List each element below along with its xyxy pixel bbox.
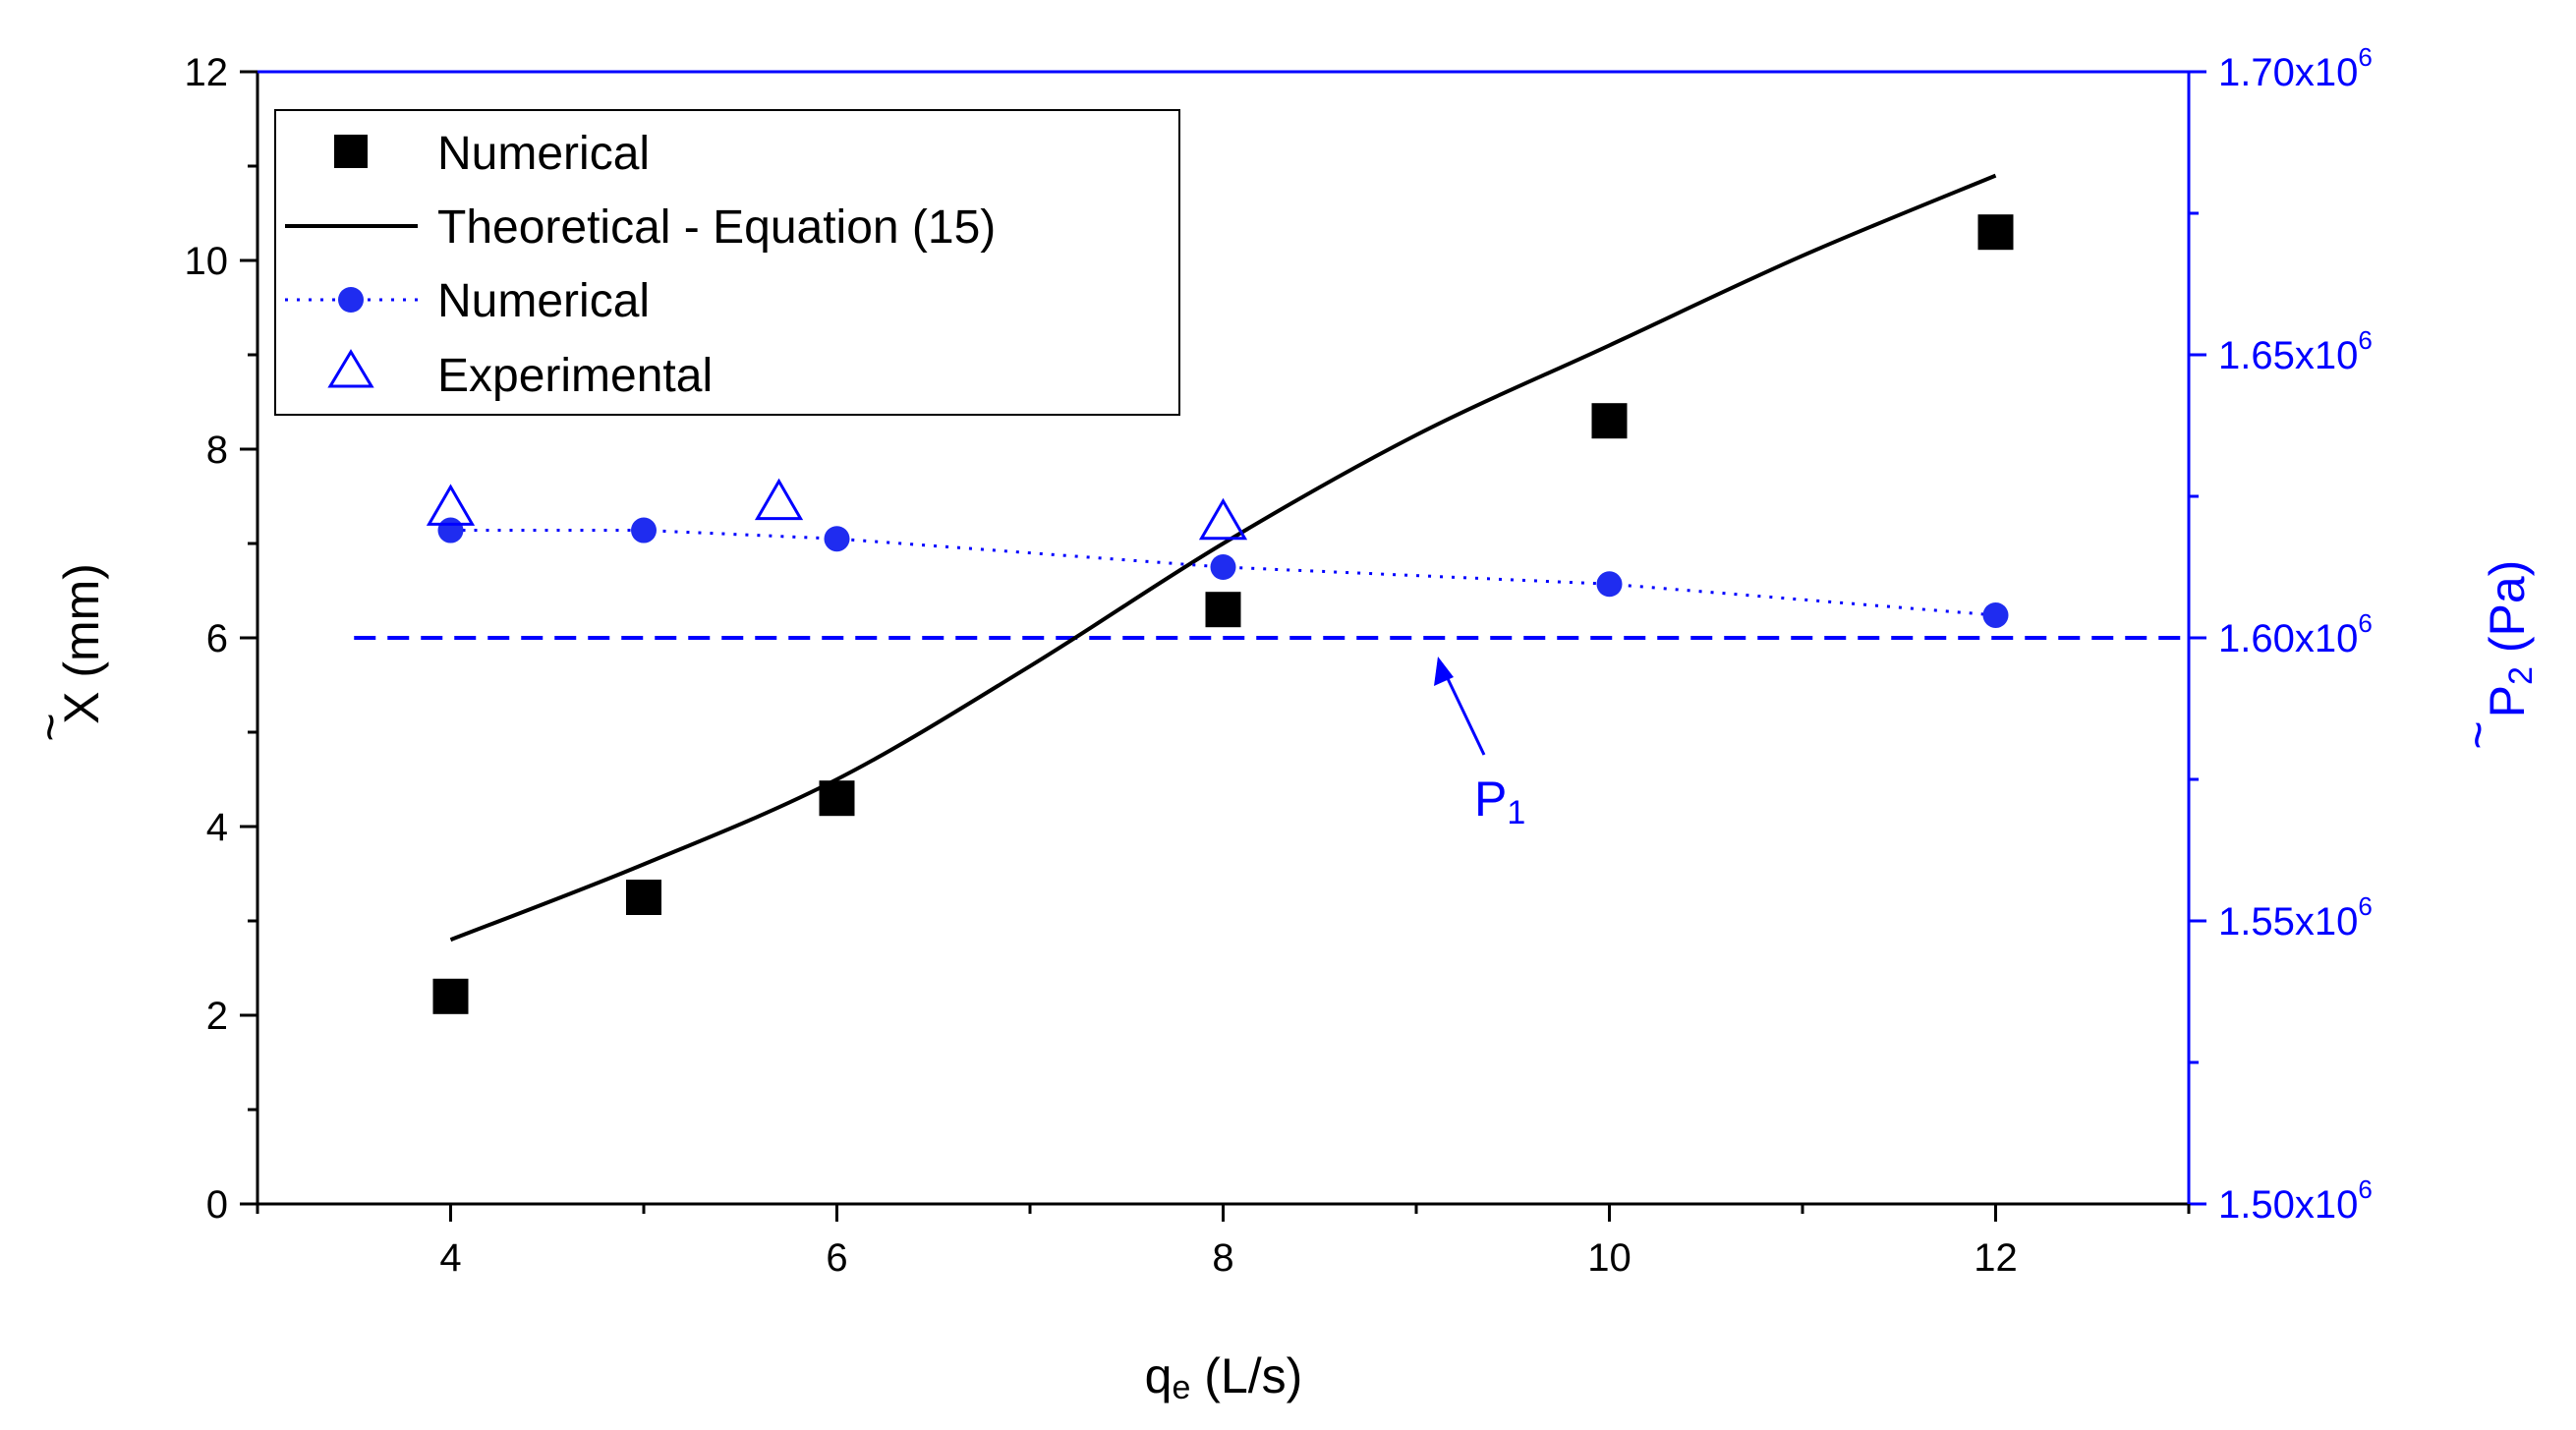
numerical-displacement-point (626, 880, 661, 915)
legend-box (274, 109, 1180, 416)
y-left-tick-label: 8 (206, 429, 228, 472)
numerical-pressure-point (1210, 554, 1236, 580)
y-right-tick-exponent: 6 (2358, 1174, 2372, 1204)
numerical-displacement-point (432, 978, 469, 1014)
x-axis: 4 6 8 10 12 (256, 1204, 2191, 1280)
experimental-point (426, 484, 476, 526)
y-right-tick-exponent: 6 (2358, 325, 2372, 355)
y-right-axis-symbol: P (2480, 685, 2535, 717)
y-right-tick-mantissa: 1.55x10 (2218, 900, 2358, 944)
theoretical-line (449, 173, 1997, 943)
numerical-pressure-layer (437, 517, 2009, 628)
y-right-tick-exponent: 6 (2358, 608, 2372, 638)
legend-label-numerical-squares: Numerical (437, 128, 650, 180)
y-left-tick-label: 6 (206, 617, 228, 660)
legend-circle-marker (338, 287, 364, 313)
legend-square-marker (334, 135, 368, 168)
numerical-pressure-point (1982, 601, 2009, 628)
legend-label-experimental: Experimental (437, 350, 713, 402)
x-axis-unit: (L/s) (1190, 1348, 1302, 1403)
p1-annotation-arrowhead (1434, 657, 1454, 686)
y-left-tick-label: 10 (185, 240, 229, 283)
legend-label-theoretical: Theoretical - Equation (15) (437, 201, 996, 254)
x-axis-subscript: e (1172, 1369, 1190, 1406)
y-right-tick-mantissa: 1.50x10 (2218, 1183, 2358, 1227)
y-right-tick-label: 1.60x106 (2218, 608, 2373, 660)
y-right-tick-label: 1.50x106 (2218, 1174, 2373, 1227)
p1-annotation-subscript: 1 (1507, 794, 1525, 831)
y-left-tick-label: 0 (206, 1183, 228, 1227)
x-tick-label: 10 (1587, 1236, 1631, 1280)
x-tick-label: 12 (1974, 1236, 2018, 1280)
y-left-axis-symbol: X (54, 692, 109, 724)
numerical-pressure-line (450, 529, 1996, 617)
experimental-point (754, 478, 804, 521)
y-right-tick-mantissa: 1.65x10 (2218, 334, 2358, 377)
y-right-tick-exponent: 6 (2358, 42, 2372, 72)
y-right-axis-tilde: ~ (2450, 720, 2505, 749)
y-left-axis-unit: (mm) (54, 563, 109, 692)
legend-label-numerical-circles: Numerical (437, 275, 650, 327)
numerical-displacement-point (1591, 403, 1628, 439)
p1-annotation-arrow-shaft (1441, 667, 1486, 756)
p1-annotation-label: P1 (1474, 772, 1525, 831)
y-left-axis-title: X (mm) (54, 563, 109, 724)
x-axis-symbol: q (1145, 1348, 1173, 1403)
legend: Numerical Theoretical - Equation (15) Nu… (274, 109, 1180, 416)
y-right-tick-mantissa: 1.60x10 (2218, 617, 2358, 660)
x-tick-label: 4 (439, 1236, 461, 1280)
numerical-pressure-point (631, 517, 657, 543)
y-right-tick-mantissa: 1.70x10 (2218, 51, 2358, 94)
y-right-tick-label: 1.70x106 (2218, 42, 2373, 94)
y-right-tick-exponent: 6 (2358, 891, 2372, 921)
p1-annotation-main: P (1474, 772, 1507, 827)
x-tick-label: 6 (826, 1236, 847, 1280)
x-tick-label: 8 (1212, 1236, 1233, 1280)
x-axis-title: qe (L/s) (1145, 1348, 1303, 1406)
left-y-axis: 0 2 4 6 8 10 12 (185, 51, 258, 1227)
numerical-displacement-point (819, 780, 855, 817)
y-right-axis-subscript: 2 (2502, 666, 2540, 685)
legend-triangle-marker (327, 349, 374, 388)
numerical-displacement-point (1977, 214, 2014, 251)
y-right-tick-label: 1.65x106 (2218, 325, 2373, 377)
y-left-axis-tilde: ~ (23, 713, 78, 741)
numerical-pressure-point (1596, 571, 1623, 598)
experimental-layer (426, 478, 1248, 541)
y-right-axis-title: P2 (Pa) (2480, 560, 2540, 718)
experimental-point (1198, 497, 1248, 541)
y-left-tick-label: 12 (185, 51, 229, 94)
numerical-displacement-point (1205, 592, 1241, 628)
y-left-tick-label: 4 (206, 806, 228, 849)
theoretical-line-layer (449, 173, 1997, 943)
y-right-axis-unit: (Pa) (2480, 560, 2535, 666)
numerical-displacement-layer (432, 214, 2014, 1014)
y-left-tick-label: 2 (206, 995, 228, 1038)
y-right-tick-label: 1.55x106 (2218, 891, 2373, 944)
numerical-pressure-point (437, 517, 464, 543)
numerical-pressure-point (824, 526, 850, 552)
